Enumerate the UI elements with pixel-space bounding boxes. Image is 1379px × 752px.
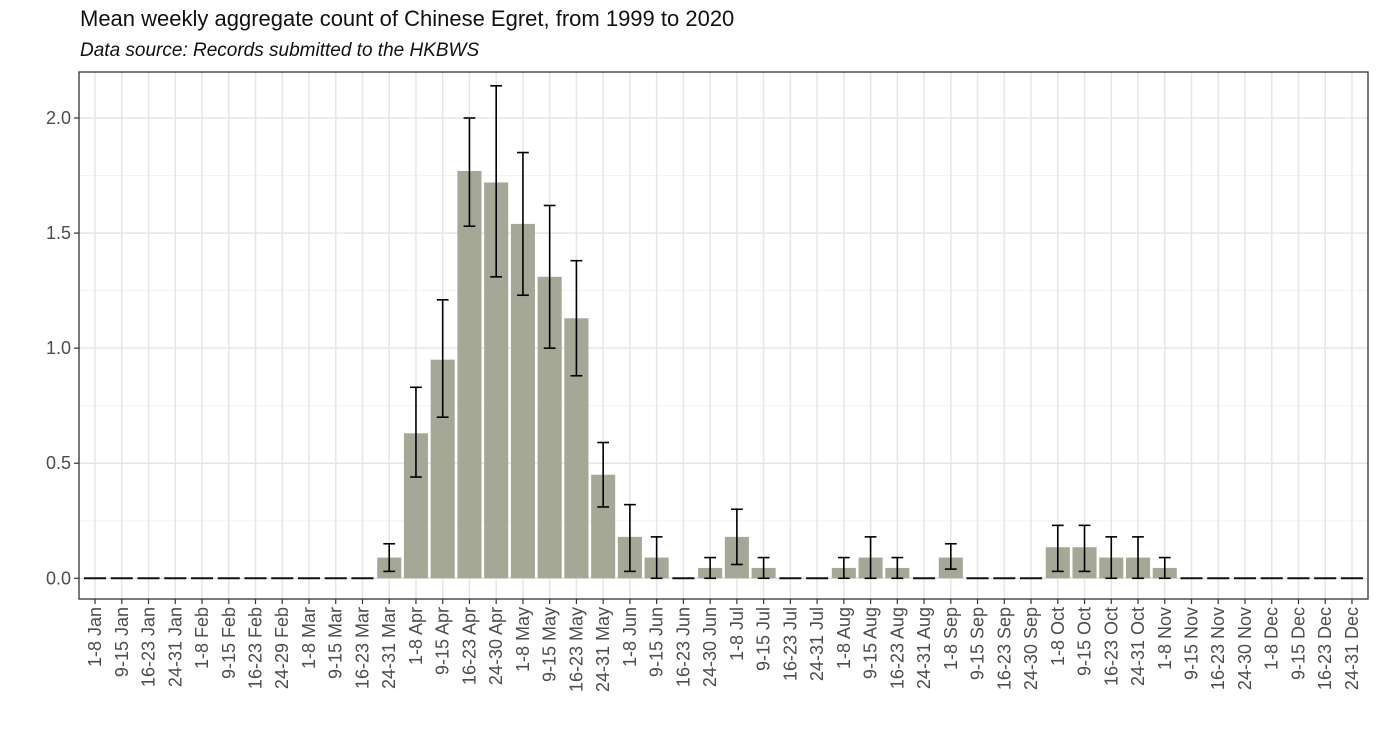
grid bbox=[79, 72, 1368, 599]
x-tick-label: 9-15 Mar bbox=[326, 607, 346, 679]
bar bbox=[457, 170, 482, 579]
x-tick-label: 16-23 Apr bbox=[459, 607, 479, 685]
x-tick-label: 16-23 Nov bbox=[1208, 607, 1228, 690]
x-tick-label: 9-15 Jun bbox=[647, 607, 667, 677]
x-tick-label: 16-23 Mar bbox=[352, 607, 372, 689]
x-tick-label: 24-31 Jan bbox=[165, 607, 185, 687]
y-tick-label: 0.5 bbox=[46, 453, 71, 473]
x-tick-label: 1-8 Dec bbox=[1262, 607, 1282, 670]
x-tick-label: 9-15 Feb bbox=[219, 607, 239, 679]
x-tick-label: 16-23 Feb bbox=[246, 607, 266, 689]
x-tick-label: 1-8 Aug bbox=[834, 607, 854, 669]
x-tick-label: 16-23 Jan bbox=[139, 607, 159, 687]
bars bbox=[84, 170, 1363, 580]
x-tick-label: 24-30 Apr bbox=[486, 607, 506, 685]
x-tick-label: 24-31 Oct bbox=[1128, 607, 1148, 686]
x-tick-label: 9-15 Nov bbox=[1181, 607, 1201, 680]
x-tick-label: 16-23 Aug bbox=[887, 607, 907, 689]
x-tick-label: 24-31 May bbox=[593, 607, 613, 692]
y-tick-label: 0.0 bbox=[46, 568, 71, 588]
x-tick-label: 1-8 Jan bbox=[85, 607, 105, 667]
x-tick-label: 1-8 Mar bbox=[299, 607, 319, 669]
chart-subtitle: Data source: Records submitted to the HK… bbox=[80, 40, 480, 61]
x-tick-label: 16-23 Jun bbox=[673, 607, 693, 687]
x-tick-label: 9-15 May bbox=[540, 607, 560, 682]
error-bars bbox=[383, 85, 1171, 580]
x-tick-label: 24-31 Dec bbox=[1342, 607, 1362, 690]
x-tick-label: 24-30 Jun bbox=[700, 607, 720, 687]
x-tick-label: 1-8 Sep bbox=[941, 607, 961, 670]
x-tick-label: 24-30 Nov bbox=[1235, 607, 1255, 690]
x-tick-label: 9-15 Sep bbox=[968, 607, 988, 680]
x-tick-label: 24-31 Aug bbox=[914, 607, 934, 689]
x-tick-label: 1-8 Nov bbox=[1155, 607, 1175, 670]
x-tick-label: 16-23 May bbox=[566, 607, 586, 692]
y-tick-label: 1.5 bbox=[46, 223, 71, 243]
x-tick-label: 9-15 Jul bbox=[754, 607, 774, 671]
x-tick-label: 1-8 Apr bbox=[406, 607, 426, 665]
x-tick-label: 1-8 Oct bbox=[1048, 607, 1068, 666]
x-tick-label: 9-15 Apr bbox=[433, 607, 453, 675]
y-tick-label: 1.0 bbox=[46, 338, 71, 358]
y-tick-label: 2.0 bbox=[46, 108, 71, 128]
axes: 0.0 0.5 1.0 1.5 2.0 1-8 Jan 9-15 Jan 16-23 Jan 2… bbox=[46, 108, 1362, 692]
x-tick-label: 9-15 Oct bbox=[1075, 607, 1095, 676]
x-tick-label: 1-8 Jul bbox=[727, 607, 747, 661]
x-tick-label: 24-31 Jul bbox=[807, 607, 827, 681]
x-tick-label: 1-8 Feb bbox=[192, 607, 212, 669]
x-tick-label: 1-8 Jun bbox=[620, 607, 640, 667]
x-tick-label: 9-15 Dec bbox=[1288, 607, 1308, 680]
x-tick-label: 24-29 Feb bbox=[272, 607, 292, 689]
plot-panel-border bbox=[78, 71, 1369, 600]
x-tick-label: 9-15 Jan bbox=[112, 607, 132, 677]
chart-title: Mean weekly aggregate count of Chinese E… bbox=[80, 6, 735, 31]
x-tick-label: 16-23 Sep bbox=[994, 607, 1014, 690]
x-tick-label: 24-31 Mar bbox=[379, 607, 399, 689]
x-tick-label: 24-30 Sep bbox=[1021, 607, 1041, 690]
x-tick-label: 9-15 Aug bbox=[861, 607, 881, 679]
x-tick-label: 16-23 Dec bbox=[1315, 607, 1335, 690]
x-tick-label: 16-23 Jul bbox=[780, 607, 800, 681]
x-tick-label: 1-8 May bbox=[513, 607, 533, 672]
x-tick-label: 16-23 Oct bbox=[1101, 607, 1121, 686]
